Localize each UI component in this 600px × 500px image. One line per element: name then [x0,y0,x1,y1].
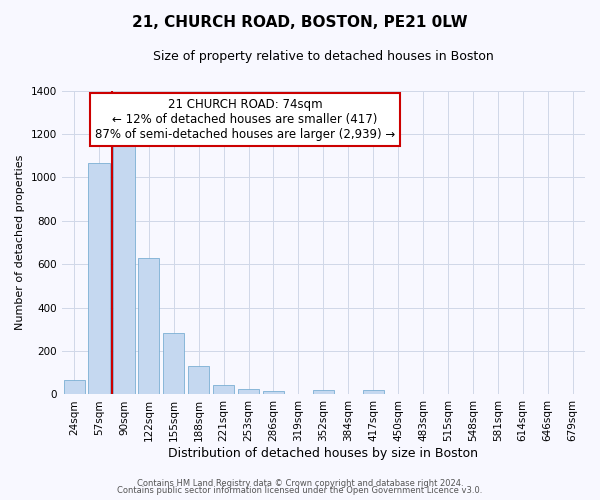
Y-axis label: Number of detached properties: Number of detached properties [15,155,25,330]
Bar [88,164,110,394]
Bar [313,390,334,394]
X-axis label: Distribution of detached houses by size in Boston: Distribution of detached houses by size … [169,447,478,460]
Text: Contains public sector information licensed under the Open Government Licence v3: Contains public sector information licen… [118,486,482,495]
Bar [238,389,259,394]
Bar [163,332,184,394]
Bar [362,390,384,394]
Title: Size of property relative to detached houses in Boston: Size of property relative to detached ho… [153,50,494,63]
Bar [64,380,85,394]
Bar [188,366,209,394]
Bar [263,391,284,394]
Text: 21, CHURCH ROAD, BOSTON, PE21 0LW: 21, CHURCH ROAD, BOSTON, PE21 0LW [132,15,468,30]
Bar [113,144,134,394]
Bar [138,258,160,394]
Text: 21 CHURCH ROAD: 74sqm
← 12% of detached houses are smaller (417)
87% of semi-det: 21 CHURCH ROAD: 74sqm ← 12% of detached … [95,98,395,141]
Text: Contains HM Land Registry data © Crown copyright and database right 2024.: Contains HM Land Registry data © Crown c… [137,478,463,488]
Bar [213,384,234,394]
